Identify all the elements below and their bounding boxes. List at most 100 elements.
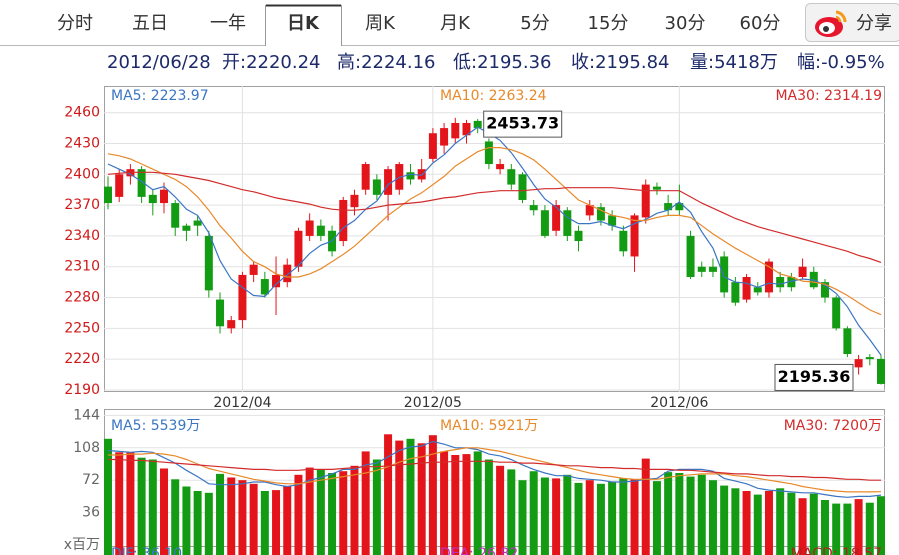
- legend-label: MACD: 18.57: [791, 546, 882, 555]
- tab[interactable]: 月K: [440, 13, 471, 34]
- volume-bar: [339, 471, 348, 555]
- legend-label: DEA: 26.82: [440, 546, 518, 555]
- candle-body: [832, 297, 841, 329]
- volume-bar: [272, 490, 281, 555]
- volume-bar: [877, 496, 885, 555]
- tab[interactable]: 五日: [132, 13, 168, 34]
- volume-bar: [809, 493, 818, 555]
- volume-bar: [137, 457, 146, 555]
- candle-body: [820, 282, 829, 298]
- annotation-box: [774, 363, 854, 391]
- candle-body: [731, 282, 740, 303]
- volume-bar: [227, 477, 236, 555]
- volume-bar: [372, 459, 381, 555]
- candle-body: [854, 359, 863, 368]
- candle-body: [428, 133, 437, 159]
- candle-body: [697, 266, 706, 272]
- volume-bar: [395, 440, 404, 555]
- ma-line: [107, 147, 882, 316]
- tab[interactable]: 15分: [588, 13, 629, 34]
- volume-bar: [507, 469, 516, 555]
- legend-label: MA30: 2314.19: [775, 88, 882, 104]
- tab[interactable]: 分时: [57, 13, 93, 34]
- candle-body: [574, 230, 583, 242]
- candle-body: [742, 276, 751, 300]
- tab[interactable]: 30分: [665, 13, 706, 34]
- tab[interactable]: 日K: [287, 13, 320, 34]
- ma-line: [108, 458, 881, 481]
- volume-bar: [484, 459, 493, 555]
- price-frame: [104, 86, 885, 392]
- info-item: 低:2195.36: [453, 52, 552, 73]
- volume-bar: [686, 476, 695, 555]
- volume-bar: [182, 486, 191, 555]
- volume-bar: [764, 491, 773, 555]
- y-tick-label: 2370: [64, 197, 100, 213]
- volume-bar: [585, 480, 594, 555]
- legend-label: DIF: 36.10: [111, 546, 182, 555]
- candle-body: [708, 266, 717, 272]
- tab[interactable]: 周K: [365, 13, 396, 34]
- ma-line: [108, 447, 882, 493]
- candle-body: [440, 128, 449, 146]
- candle-body: [160, 189, 169, 204]
- candle-body: [272, 274, 281, 288]
- volume-bar: [328, 473, 337, 555]
- volume-bar: [496, 465, 505, 555]
- y-tick-label: 2250: [64, 320, 100, 336]
- candle-body: [585, 205, 594, 216]
- candle-body: [843, 328, 852, 355]
- volume-bar: [316, 469, 325, 555]
- candle-body: [529, 205, 538, 211]
- candle-body: [406, 172, 415, 180]
- tab[interactable]: 一年: [210, 13, 246, 34]
- candle-body: [171, 203, 180, 228]
- candle-body: [720, 256, 729, 293]
- y-tick-label: 2340: [64, 228, 100, 244]
- volume-bar: [619, 478, 628, 555]
- candle-body: [877, 358, 885, 384]
- candle-body: [193, 220, 202, 226]
- volume-bar: [753, 494, 762, 555]
- candle-body: [507, 169, 516, 185]
- volume-bar: [294, 474, 303, 555]
- candle-body: [182, 225, 191, 231]
- volume-bar: [742, 491, 751, 555]
- volume-bar: [843, 503, 852, 555]
- annotation-label: 2453.73: [486, 114, 559, 133]
- weibo-icon: [815, 10, 847, 37]
- candle-body: [540, 210, 549, 236]
- candle-body: [764, 261, 773, 293]
- tab[interactable]: 60分: [740, 13, 781, 34]
- volume-bar: [126, 452, 135, 555]
- ma-line: [107, 440, 882, 498]
- candle-body: [216, 299, 225, 327]
- candle-body: [619, 230, 628, 252]
- candle-body: [204, 235, 213, 291]
- volume-bar: [563, 474, 572, 555]
- volume-bar: [697, 474, 706, 555]
- info-item: 幅:-0.95%: [797, 52, 885, 73]
- candle-body: [473, 120, 482, 129]
- volume-bar: [708, 480, 717, 555]
- volume-bar: [608, 482, 617, 555]
- share-label[interactable]: 分享: [856, 13, 892, 34]
- candle-body: [652, 186, 661, 190]
- annotation-box: [483, 110, 563, 138]
- volume-bar: [350, 465, 359, 555]
- candle-body: [484, 141, 493, 165]
- volume-bar: [193, 491, 202, 555]
- volume-bar: [171, 479, 180, 555]
- candle-body: [260, 279, 269, 295]
- candle-body: [596, 207, 605, 221]
- y-tick-label: 2280: [64, 290, 100, 306]
- volume-bar: [652, 481, 661, 555]
- tab[interactable]: 5分: [520, 13, 549, 34]
- candle-body: [104, 186, 112, 204]
- volume-bar: [440, 451, 449, 555]
- volume-bar: [820, 500, 829, 555]
- candle-body: [563, 210, 572, 236]
- volume-bar: [238, 480, 247, 555]
- info-item: 2012/06/28: [107, 52, 211, 73]
- volume-bar: [630, 479, 639, 555]
